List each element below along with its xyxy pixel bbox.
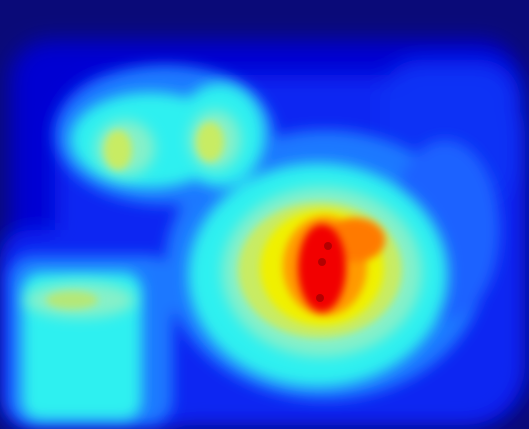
red-core — [298, 224, 346, 312]
dark-red-peaks — [316, 242, 332, 302]
